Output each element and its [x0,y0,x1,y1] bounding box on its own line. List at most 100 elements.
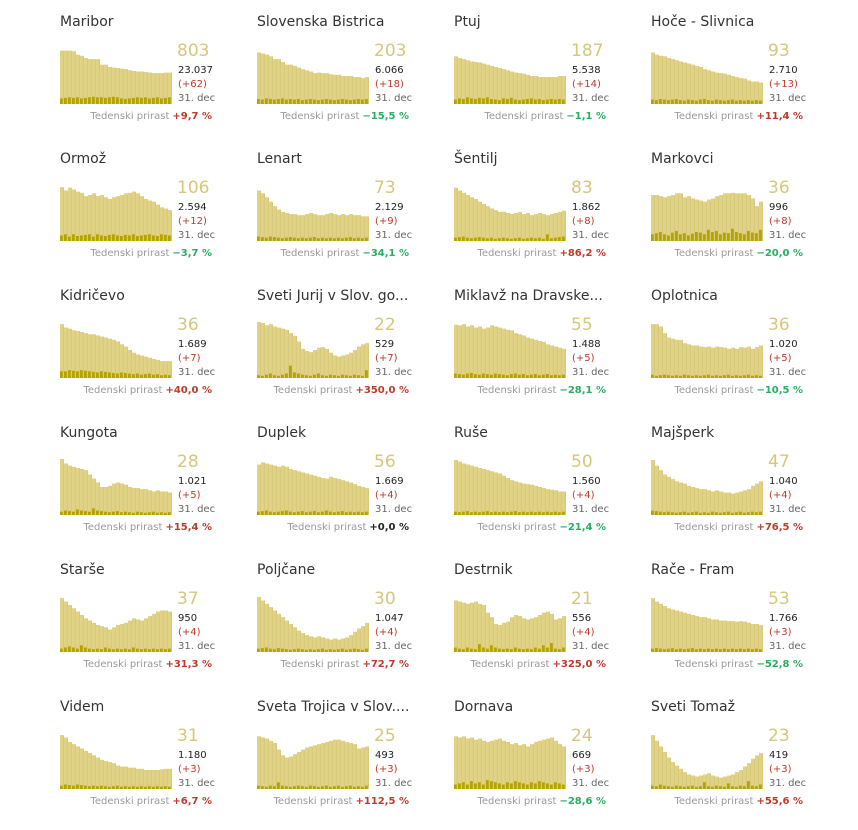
municipality-card: Ruše 50 1.560 (+4) 31. dec Tedenski prirast −2… [454,425,624,555]
active-bar [64,190,67,241]
new-cases-bar [144,374,147,378]
new-cases-bar [132,97,135,104]
active-bar [132,352,135,378]
weekly-growth-label: Tedenski prirast [273,385,353,396]
new-cases-bar [458,783,461,789]
active-bar [723,776,726,789]
date-label: 31. dec [769,367,807,378]
active-bar [164,361,167,378]
new-cases-bar [361,375,364,378]
new-cases-bar [755,648,758,652]
active-bar [337,639,340,652]
new-cases-bar [671,648,674,652]
new-cases-bar [707,229,710,241]
new-cases-bar [651,510,654,515]
new-cases-bar [168,512,171,515]
new-cases-bar [116,511,119,515]
new-cases-bar [88,371,91,378]
new-cases-bar [655,233,658,241]
total-cases-value: 1.021 [178,476,207,487]
weekly-growth: Tedenski prirast +40,0 % [83,385,212,396]
active-bar [474,199,477,241]
new-cases-bar [703,98,706,104]
new-cases-bar [510,511,513,515]
bar-chart [651,324,763,378]
municipality-title: Sveta Trojica v Slov.... [257,699,410,715]
active-bar [289,469,292,515]
new-cases-bar [554,648,557,652]
municipality-title: Videm [60,699,105,715]
new-cases-bar [683,100,686,104]
new-cases-bar [289,98,292,104]
active-bar [751,348,754,378]
active-bar [333,214,336,241]
weekly-growth-label: Tedenski prirast [484,111,564,122]
active-bar [108,485,111,515]
new-cases-bar [321,237,324,241]
active-bar [88,753,91,789]
active-bar [466,326,469,378]
new-cases-bar [739,648,742,652]
new-cases-bar [269,236,272,241]
new-cases-bar [526,375,529,378]
weekly-growth-value: −28,6 % [559,796,606,807]
active-bar [534,214,537,241]
weekly-growth-label: Tedenski prirast [280,111,360,122]
active-bar [321,478,324,515]
active-bar [711,491,714,515]
municipality-title: Destrnik [454,562,513,578]
new-cases-bar [707,374,710,378]
new-cases-bar [723,786,726,789]
new-cases-bar [144,97,147,104]
active-bar [747,489,750,515]
new-cases-bar [667,786,670,789]
new-cases-bar [96,510,99,515]
active-bar [277,59,280,104]
active-bar [128,192,131,241]
active-bar [305,635,308,652]
active-bar [743,766,746,789]
active-bar [108,338,111,378]
date-label: 31. dec [572,778,610,789]
bar-chart [257,597,369,652]
active-bar [659,55,662,104]
new-cases-bar [659,648,662,652]
active-bar [711,71,714,104]
new-cases-bar [534,647,537,652]
new-cases-bar [168,235,171,241]
bar-chart [257,190,369,241]
new-cases-bar [96,97,99,104]
new-cases-bar [309,511,312,515]
active-bar [112,197,115,241]
new-cases-bar [546,99,549,104]
new-cases-bar [462,98,465,104]
new-cases-bar [341,374,344,378]
new-cases-bar [72,97,75,104]
new-cases-bar [663,234,666,241]
active-bar [655,324,658,378]
active-bar [333,355,336,378]
active-bar [530,76,533,104]
active-bar [518,745,521,789]
active-bar [337,356,340,378]
active-bar [168,210,171,241]
new-cases-bar [317,649,320,652]
active-bar [345,354,348,378]
active-bar [466,60,469,104]
new-cases-bar [510,374,513,378]
total-cases-value: 2.129 [375,202,404,213]
weekly-growth: Tedenski prirast −28,1 % [477,385,606,396]
weekly-growth-label: Tedenski prirast [477,522,557,533]
active-bar [96,625,99,652]
active-bar [454,736,457,789]
active-bar [659,196,662,241]
new-cases-bar [265,510,268,515]
new-cases-bar [462,374,465,378]
active-bar [281,465,284,515]
active-bar [458,325,461,378]
municipality-card: Starše 37 950 (+4) 31. dec Tedenski prirast +3… [60,562,230,692]
new-cases-bar [739,511,742,515]
active-bar [486,612,489,652]
active-bar [715,196,718,241]
bar-chart [651,192,763,241]
